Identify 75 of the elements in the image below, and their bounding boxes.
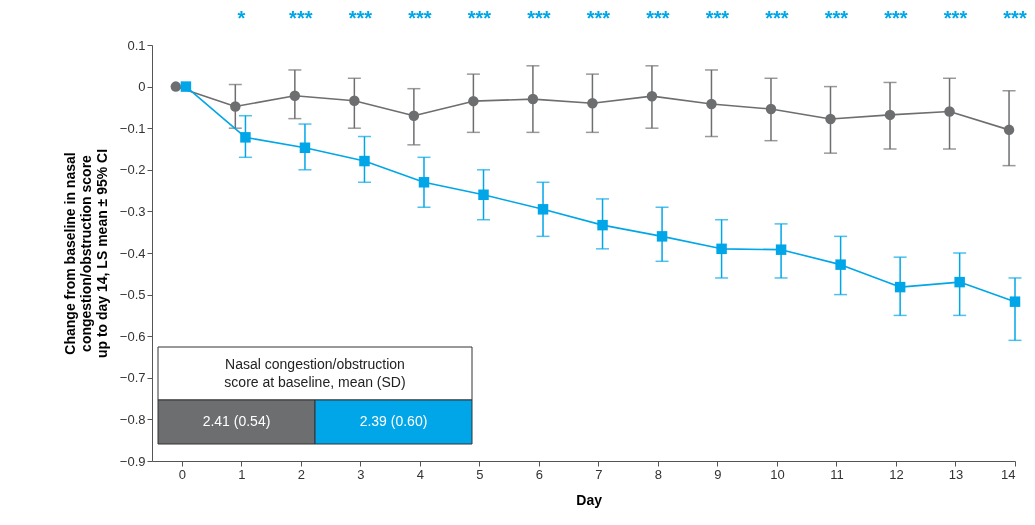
text: *** — [527, 7, 551, 29]
y-tick-label: −0.9 — [119, 453, 146, 469]
x-tick-label: 12 — [889, 466, 904, 482]
point — [230, 101, 241, 112]
point — [646, 90, 658, 102]
point — [944, 106, 955, 117]
y-tick-label: −0.1 — [119, 120, 146, 136]
y-tick-label: 0 — [138, 79, 146, 95]
point — [656, 231, 668, 242]
x-tick-label: 6 — [535, 466, 543, 482]
text: *** — [705, 7, 730, 29]
point — [170, 81, 182, 92]
x-tick-label: 7 — [595, 466, 603, 482]
x-tick-label: 2 — [297, 466, 305, 482]
point — [468, 95, 479, 107]
text: *** — [646, 7, 670, 29]
x-tick-label: 5 — [476, 466, 484, 482]
x-tick-label: 13 — [948, 466, 964, 482]
x-tick-label: 11 — [830, 466, 844, 482]
x-tick-label: 10 — [770, 466, 785, 482]
annotation: 2.41 (0.54) — [202, 413, 271, 429]
point — [299, 142, 311, 153]
point — [894, 281, 906, 293]
text: *** — [467, 7, 492, 29]
point — [478, 189, 489, 200]
text: *** — [586, 7, 611, 29]
point — [527, 93, 539, 105]
x-axis-title: Day — [576, 491, 603, 508]
y-tick-label: −0.8 — [119, 411, 146, 427]
point — [716, 243, 727, 255]
text: *** — [289, 7, 313, 29]
point — [825, 113, 836, 125]
x-tick-label: 1 — [238, 466, 246, 482]
x-tick-label: 9 — [714, 466, 722, 482]
text: *** — [884, 7, 908, 29]
text: *** — [408, 7, 432, 29]
y-tick-label: 0.1 — [127, 37, 146, 53]
point — [180, 81, 192, 92]
y-tick-label: −0.6 — [119, 328, 146, 344]
x-tick-label: 14 — [1001, 466, 1016, 482]
point — [884, 109, 896, 121]
y-tick-label: −0.7 — [119, 370, 146, 386]
y-axis-title: Change from baseline in nasal congestion/obstruction score up to day 14, LS mean ± 95% CI — [61, 148, 110, 359]
x-tick-label: 4 — [416, 466, 424, 482]
point — [765, 103, 777, 115]
point — [835, 259, 846, 270]
point — [408, 110, 420, 121]
annotation: 2.39 (0.60) — [359, 413, 428, 429]
point — [597, 219, 608, 231]
point — [775, 244, 787, 255]
point — [954, 276, 965, 288]
x-tick-label: 3 — [357, 466, 365, 482]
y-tick-label: −0.4 — [119, 245, 146, 261]
point — [1009, 296, 1021, 307]
point — [240, 132, 251, 143]
x-tick-label: 0 — [178, 466, 186, 482]
text: *** — [765, 7, 789, 29]
x-tick-label: 8 — [654, 466, 663, 482]
point — [587, 98, 598, 109]
text: *** — [1003, 7, 1027, 29]
point — [706, 98, 717, 110]
text: * — [237, 7, 246, 29]
point — [418, 177, 430, 188]
y-tick-label: −0.5 — [119, 287, 146, 303]
point — [1003, 124, 1015, 136]
y-tick-label: −0.3 — [119, 203, 146, 219]
point — [359, 155, 370, 167]
y-tick-label: −0.2 — [119, 162, 146, 178]
point — [289, 90, 301, 101]
annotation: Nasal congestion/obstruction score at baseline, mean (SD) — [224, 355, 406, 390]
point — [537, 204, 549, 215]
point — [349, 95, 360, 106]
text: *** — [943, 7, 968, 29]
text: *** — [824, 7, 849, 29]
text: *** — [348, 7, 373, 29]
